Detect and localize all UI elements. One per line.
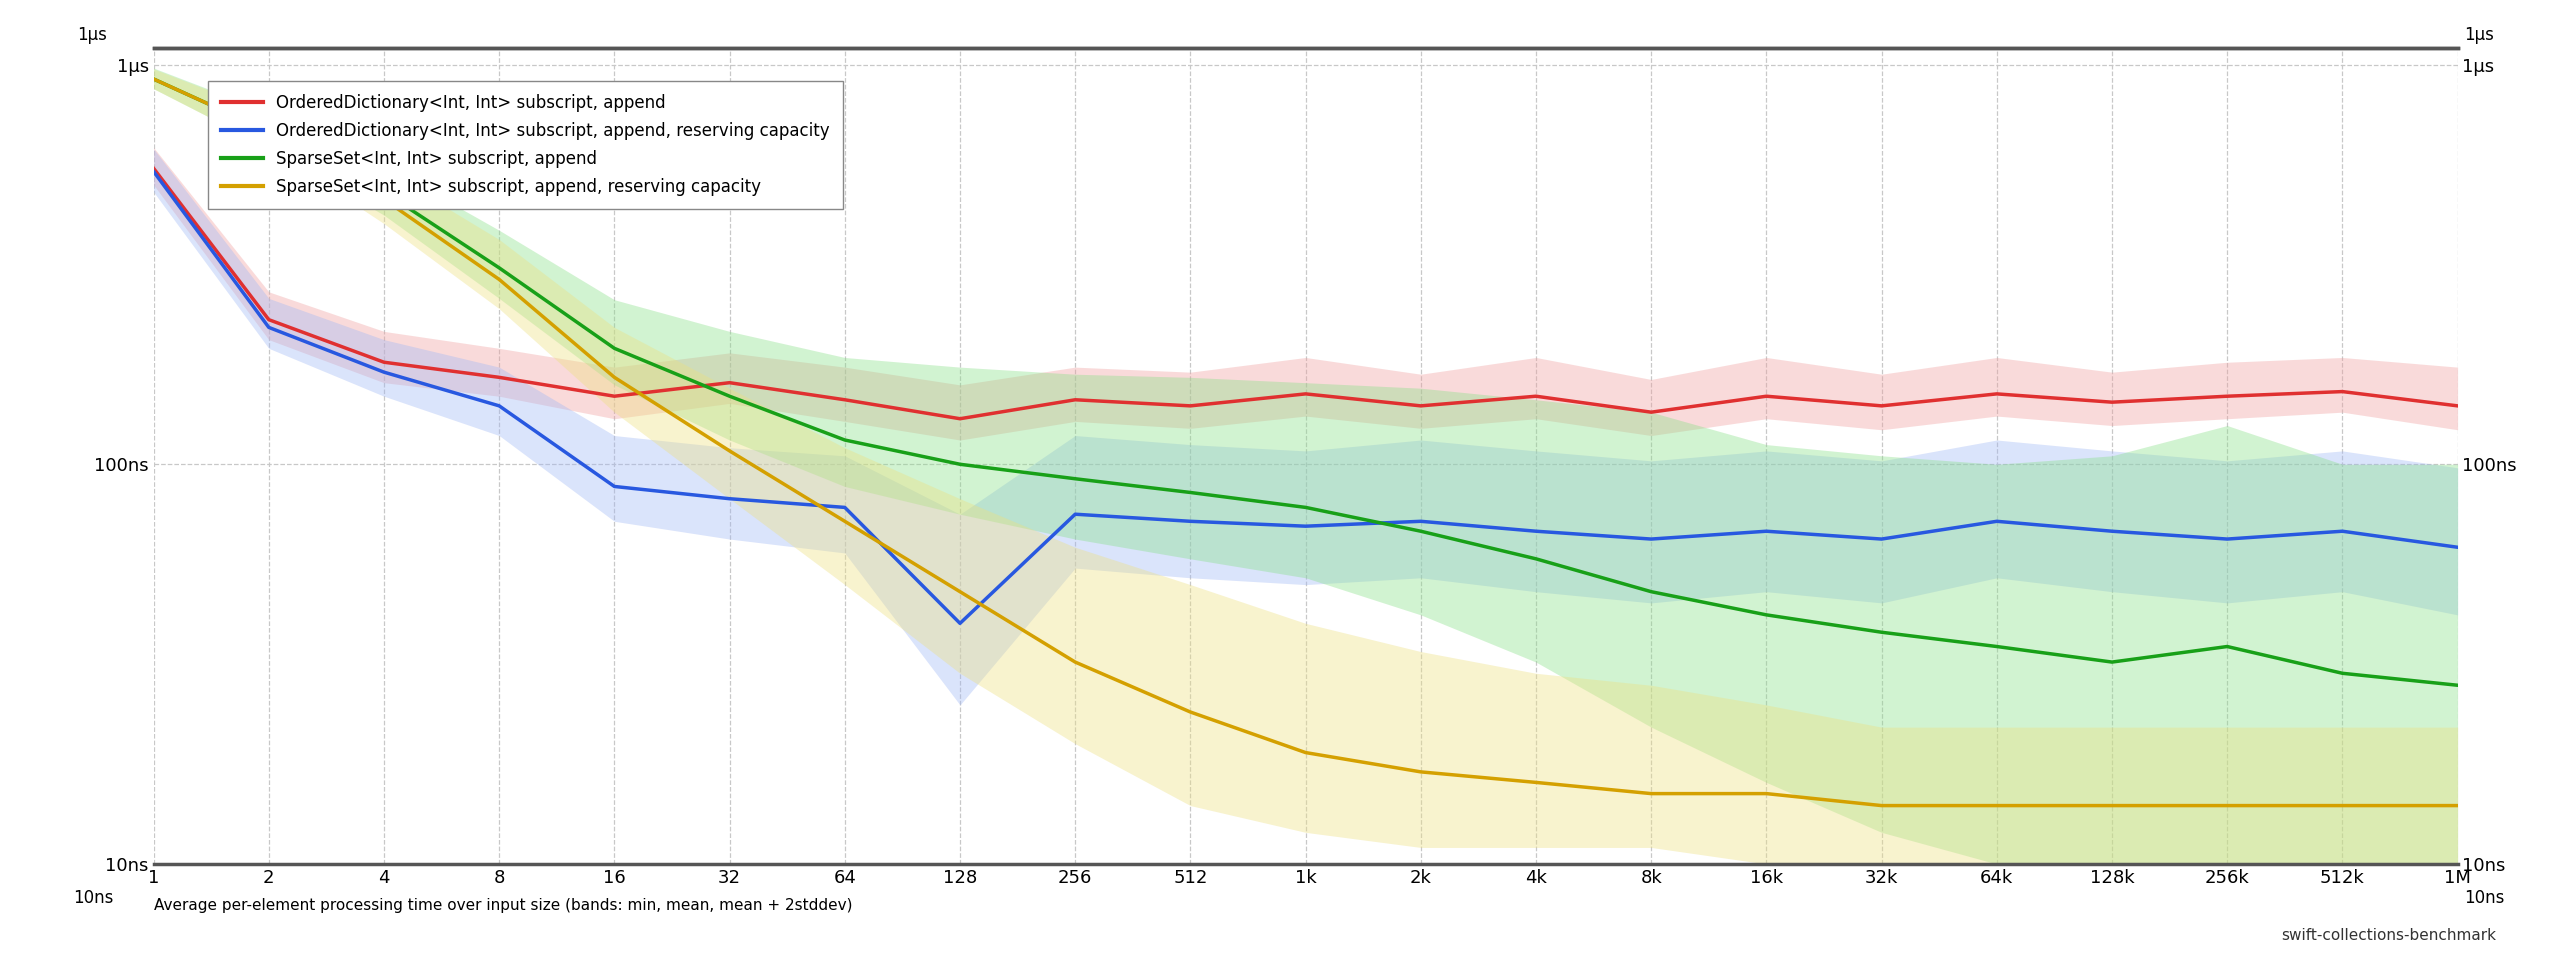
Text: 10ns: 10ns (2465, 889, 2504, 907)
Legend: OrderedDictionary<Int, Int> subscript, append, OrderedDictionary<Int, Int> subsc: OrderedDictionary<Int, Int> subscript, a… (207, 81, 842, 209)
Text: 1μs: 1μs (77, 26, 108, 44)
Text: 1μs: 1μs (2465, 26, 2493, 44)
X-axis label: Average per-element processing time over input size (bands: min, mean, mean + 2s: Average per-element processing time over… (154, 898, 852, 913)
Text: 10ns: 10ns (74, 889, 113, 907)
Text: swift-collections-benchmark: swift-collections-benchmark (2281, 927, 2496, 943)
